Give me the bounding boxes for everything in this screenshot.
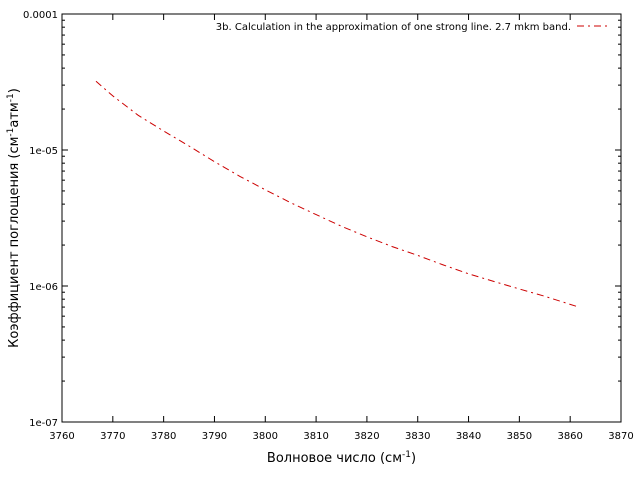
x-tick-label: 3800	[253, 431, 278, 442]
plot-frame	[61, 13, 622, 423]
series-line	[95, 80, 579, 308]
y-tick-label: 0.0001	[23, 10, 58, 21]
y-axis-label-part-2: атм	[7, 102, 22, 127]
y-axis-label-part-1: Коэффициент поглощения (см	[7, 137, 22, 348]
y-tick-label: 1e-07	[29, 418, 58, 429]
axis-ticks: 3760 3770 3780 3790 3800 3810 3820 3830 3840 3850…	[23, 10, 634, 442]
x-tick-label: 3860	[557, 431, 582, 442]
y-axis-label-part-3: )	[7, 88, 22, 93]
legend: 3b. Calculation in the approximation of …	[216, 22, 608, 33]
x-tick-label: 3770	[100, 431, 125, 442]
x-tick-label: 3820	[354, 431, 379, 442]
x-tick-label: 3810	[303, 431, 328, 442]
x-tick-label: 3780	[151, 431, 176, 442]
y-tick-label: 1e-05	[29, 146, 58, 157]
x-tick-label: 3870	[608, 431, 633, 442]
y-axis-label-sup-2: -1	[6, 93, 16, 102]
x-tick-label: 3760	[49, 431, 74, 442]
y-axis-label: Коэффициент поглощения (см-1атм-1)	[6, 88, 22, 348]
y-axis-label-sup-1: -1	[6, 128, 16, 137]
x-tick-label: 3850	[507, 431, 532, 442]
x-axis-label: Волновое число (см-1)	[267, 450, 416, 466]
legend-entry-label: 3b. Calculation in the approximation of …	[216, 22, 571, 33]
x-tick-label: 3840	[456, 431, 481, 442]
x-axis-label-sup: -1	[402, 450, 411, 460]
y-tick-label: 1e-06	[29, 282, 58, 293]
x-axis-label-tail: )	[411, 451, 416, 466]
x-tick-label: 3790	[202, 431, 227, 442]
x-axis-label-text: Волновое число (см	[267, 451, 402, 466]
x-tick-label: 3830	[405, 431, 430, 442]
series-layer	[95, 80, 579, 308]
